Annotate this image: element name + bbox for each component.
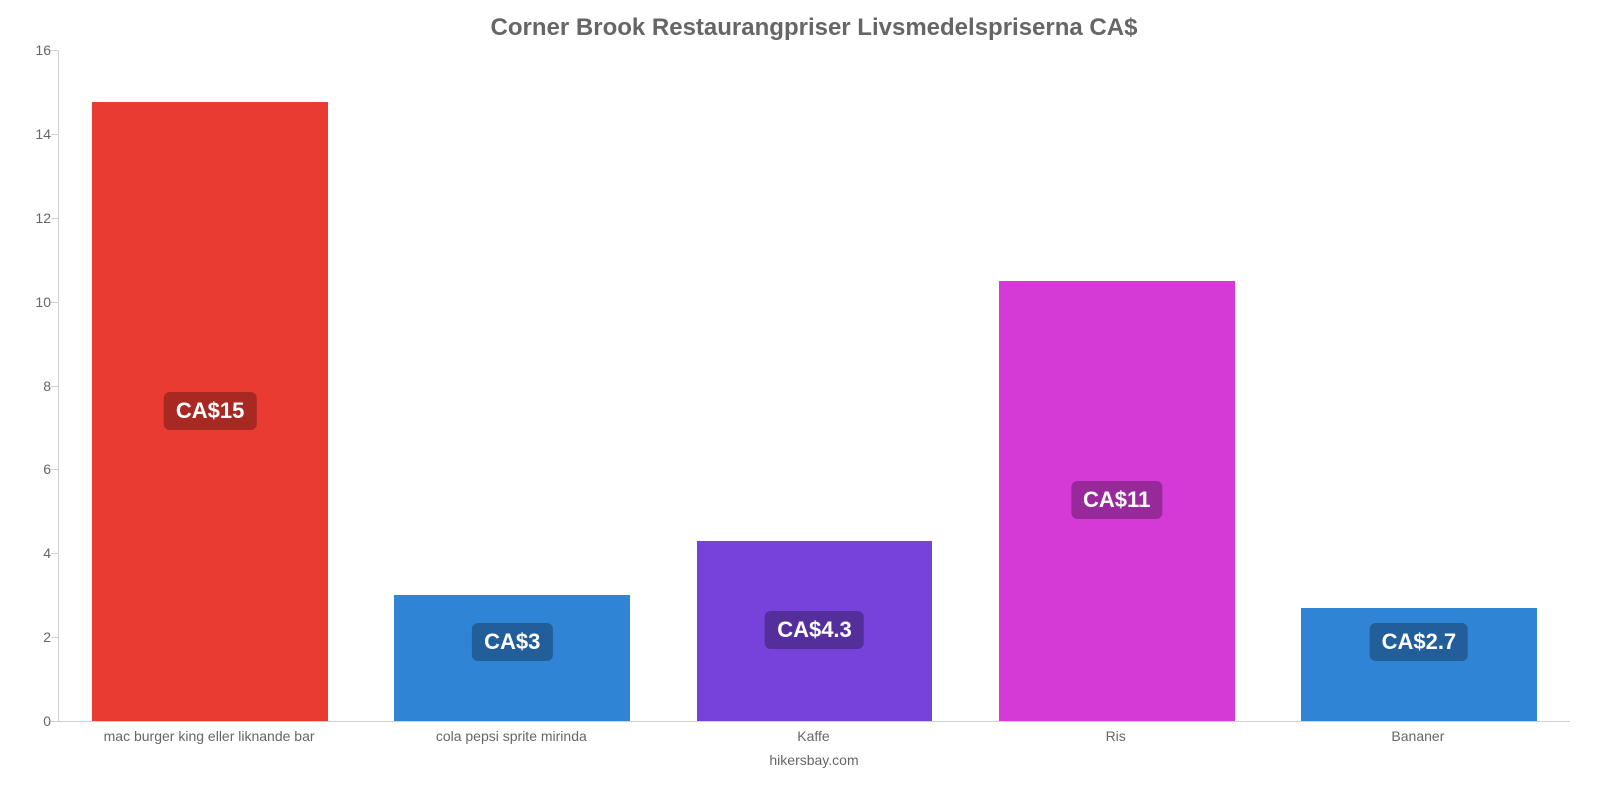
x-axis-label: mac burger king eller liknande bar [104,728,315,744]
x-axis-label: Kaffe [797,728,829,744]
y-tick [51,386,59,387]
attribution-text: hikersbay.com [58,752,1570,768]
y-tick-label: 12 [15,210,51,226]
x-axis-label: Bananer [1391,728,1444,744]
value-badge: CA$2.7 [1370,623,1469,661]
y-tick [51,218,59,219]
bar: CA$3 [394,595,630,721]
x-axis-label: Ris [1106,728,1126,744]
bar: CA$2.7 [1301,608,1537,721]
y-tick [51,553,59,554]
bar: CA$4.3 [697,541,933,721]
bar: CA$15 [92,102,328,721]
x-axis-label: cola pepsi sprite mirinda [436,728,587,744]
value-badge: CA$15 [164,392,256,430]
y-tick-label: 14 [15,126,51,142]
y-tick-label: 16 [15,42,51,58]
y-tick-label: 4 [15,545,51,561]
bar: CA$11 [999,281,1235,721]
y-tick [51,50,59,51]
value-badge: CA$4.3 [765,611,864,649]
y-tick [51,302,59,303]
y-tick [51,637,59,638]
value-badge: CA$11 [1071,481,1162,519]
y-tick [51,134,59,135]
y-tick [51,469,59,470]
y-tick-label: 0 [15,713,51,729]
y-tick-label: 8 [15,378,51,394]
x-axis-labels: mac burger king eller liknande bar cola p… [58,722,1570,750]
bars-layer: CA$15 CA$3 CA$4.3 CA$11 CA$2.7 [59,50,1570,721]
y-tick-label: 10 [15,294,51,310]
plot-area: CA$15CA$3CA$4.3CA$11CA$2.7 0246810121416 [58,50,1570,722]
price-bar-chart: Corner Brook Restaurangpriser Livsmedels… [0,0,1600,800]
y-tick-label: 6 [15,461,51,477]
value-badge: CA$3 [472,623,552,661]
y-tick-label: 2 [15,629,51,645]
chart-title: Corner Brook Restaurangpriser Livsmedels… [58,14,1570,42]
